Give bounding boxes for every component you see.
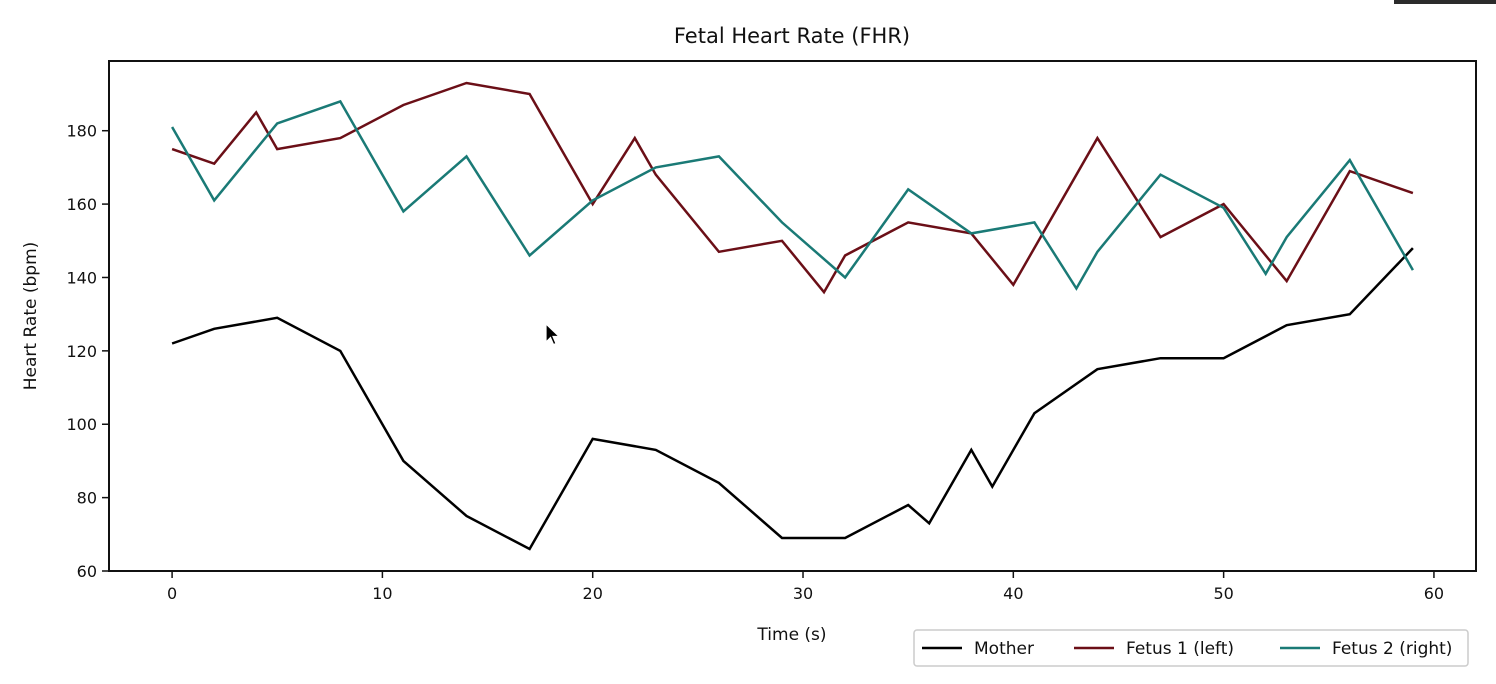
legend-label-0: Mother [974, 639, 1034, 659]
x-tick-label: 10 [372, 584, 392, 603]
legend-box [913, 629, 1469, 667]
window-edge-bar [1394, 0, 1496, 4]
legend-label-1: Fetus 1 (left) [1126, 639, 1234, 659]
x-axis-label: Time (s) [756, 625, 826, 645]
x-tick-label: 30 [793, 584, 813, 603]
y-tick-label: 60 [77, 562, 97, 581]
legend-items: Mother Fetus 1 (left) Fetus 2 (right) [922, 639, 1452, 659]
legend-label-2: Fetus 2 (right) [1332, 639, 1452, 659]
y-axis-ticks: 60 80 100 120 140 160 180 [66, 122, 109, 581]
x-tick-label: 20 [583, 584, 603, 603]
series-line-0 [171, 247, 1414, 551]
y-tick-label: 100 [66, 415, 97, 434]
series-line-2 [171, 99, 1414, 291]
y-axis-label: Heart Rate (bpm) [21, 242, 41, 391]
x-tick-label: 0 [167, 584, 177, 603]
plot-area [108, 60, 1477, 572]
x-tick-label: 50 [1213, 584, 1233, 603]
legend: Mother Fetus 1 (left) Fetus 2 (right) [913, 629, 1469, 667]
y-tick-label: 80 [77, 489, 97, 508]
y-tick-label: 140 [66, 268, 97, 287]
y-tick-label: 160 [66, 195, 97, 214]
series-layer [171, 81, 1414, 551]
series-line-1 [171, 81, 1414, 295]
x-tick-label: 40 [1003, 584, 1023, 603]
x-tick-label: 60 [1424, 584, 1444, 603]
y-tick-label: 120 [66, 342, 97, 361]
y-tick-label: 180 [66, 122, 97, 141]
mouse-pointer-icon [545, 323, 561, 346]
chart-title: Fetal Heart Rate (FHR) [674, 24, 910, 48]
x-axis-ticks: 0 10 20 30 40 50 60 [167, 571, 1444, 603]
